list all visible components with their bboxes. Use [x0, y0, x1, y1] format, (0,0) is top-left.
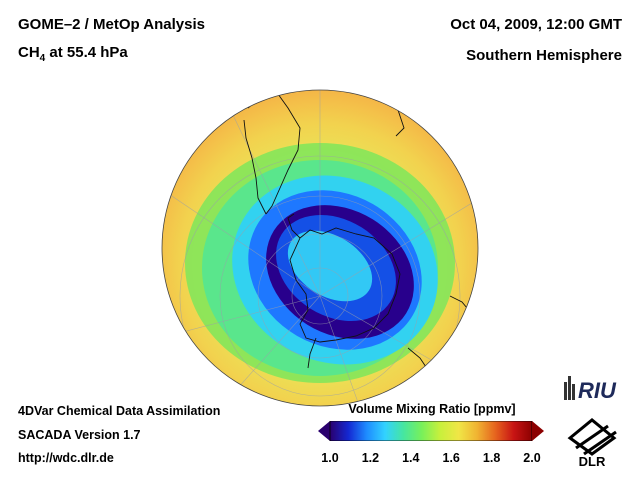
colorbar-tick-label: 1.0: [321, 451, 339, 465]
globe-outline: [161, 89, 479, 407]
colorbar-tick-label: 1.6: [442, 451, 460, 465]
south-america-west-coast: [243, 119, 267, 215]
dlr-logo: DLR: [567, 418, 617, 468]
colorbar-low-arrow: [318, 421, 330, 441]
colorbar-title: Volume Mixing Ratio [ppmv]: [348, 402, 516, 416]
colorbar-tick-label: 1.8: [482, 451, 501, 465]
riu-logo-text: RIU: [578, 378, 617, 403]
species-subscript: 4: [39, 53, 46, 64]
footer-line-1: 4DVar Chemical Data Assimilation: [18, 404, 221, 418]
sector-coast: [307, 337, 317, 369]
species-formula: CH: [18, 44, 40, 61]
footer-line-2: SACADA Version 1.7: [18, 428, 141, 442]
region-label: Southern Hemisphere: [466, 47, 622, 64]
colorbar-tick-label: 1.4: [402, 451, 420, 465]
colorbar-high-arrow: [532, 421, 544, 441]
colorbar-bar: [329, 421, 533, 441]
species-label: CH4 at 55.4 hPa: [18, 44, 128, 64]
colorbar-tick-label: 2.0: [523, 451, 541, 465]
date-label: Oct 04, 2009, 12:00 GMT: [450, 16, 622, 33]
analysis-title: GOME–2 / MetOp Analysis: [18, 16, 205, 33]
colorbar-tick-label: 1.2: [361, 451, 380, 465]
antarctica-coast: [289, 227, 401, 343]
footer-url-link[interactable]: http://wdc.dlr.de: [18, 451, 114, 465]
globe-map: [161, 89, 479, 407]
inner-cyan-center: [287, 230, 373, 302]
antarctic-peninsula: [287, 213, 301, 239]
pressure-level: at 55.4 hPa: [45, 44, 128, 61]
dlr-logo-text: DLR: [579, 454, 606, 468]
colorbar: [318, 421, 544, 441]
riu-logo: RIU: [564, 376, 617, 403]
